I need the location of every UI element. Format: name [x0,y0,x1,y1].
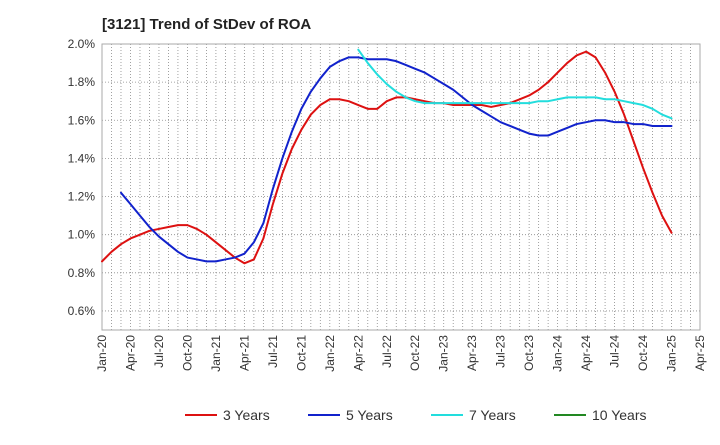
x-tick-label: Jan-22 [323,335,337,372]
plot-area [102,44,700,330]
x-tick-label: Jan-24 [551,335,565,372]
y-tick-label: 0.6% [68,304,96,318]
chart-title: [3121] Trend of StDev of ROA [102,16,312,33]
legend-label-7-years: 7 Years [469,407,516,423]
x-tick-label: Apr-20 [123,335,137,371]
x-tick-label: Jan-20 [95,335,109,372]
x-tick-label: Oct-22 [408,335,422,371]
y-tick-label: 1.8% [68,75,96,89]
x-tick-label: Oct-24 [636,335,650,371]
x-tick-label: Apr-25 [693,335,707,371]
legend-label-10-years: 10 Years [592,407,647,423]
x-tick-label: Oct-20 [180,335,194,371]
legend-label-3-years: 3 Years [223,407,270,423]
y-tick-label: 0.8% [68,266,96,280]
plot-frame [101,43,701,331]
series-line-5-years [119,56,673,263]
x-tick-label: Jan-23 [437,335,451,372]
x-tick-label: Jan-25 [665,335,679,372]
series-line-7-years [357,48,673,120]
legend-label-5-years: 5 Years [346,407,393,423]
y-tick-label: 1.4% [68,151,96,165]
x-tick-label: Apr-22 [351,335,365,371]
x-tick-label: Jul-20 [152,335,166,368]
x-tick-label: Oct-23 [522,335,536,371]
x-tick-label: Jul-21 [266,335,280,368]
x-tick-label: Jan-21 [209,335,223,372]
x-tick-label: Jul-22 [380,335,394,368]
x-tick-label: Jul-23 [494,335,508,368]
x-tick-label: Jul-24 [608,335,622,368]
y-tick-label: 1.2% [68,190,96,204]
y-tick-label: 2.0% [68,37,96,51]
x-tick-label: Apr-23 [465,335,479,371]
y-tick-label: 1.0% [68,228,96,242]
y-tick-label: 1.6% [68,113,96,127]
x-tick-label: Apr-24 [579,335,593,371]
x-tick-label: Apr-21 [237,335,251,371]
series-line-3-years [101,50,673,265]
x-tick-label: Oct-21 [294,335,308,371]
